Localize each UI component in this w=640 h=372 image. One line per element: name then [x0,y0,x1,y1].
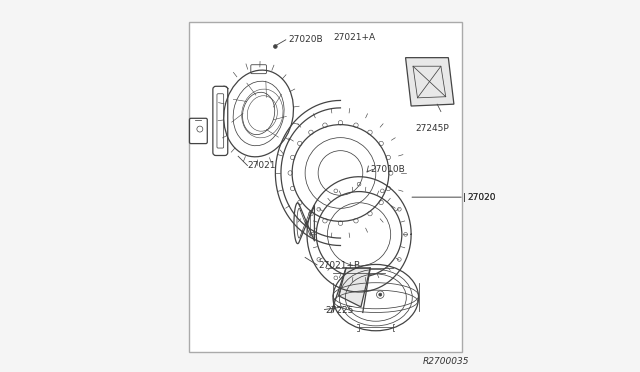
Text: 27245P: 27245P [415,124,449,133]
Text: 27010B: 27010B [370,165,405,174]
Text: 27021: 27021 [248,161,276,170]
Polygon shape [339,268,370,307]
Circle shape [273,45,277,48]
Text: 27020: 27020 [467,193,495,202]
Circle shape [379,293,381,296]
Text: R2700035: R2700035 [422,357,468,366]
Text: 27021+A: 27021+A [333,33,375,42]
Polygon shape [406,58,454,106]
Bar [189,22,463,352]
Text: 27020: 27020 [467,193,495,202]
Text: 27225: 27225 [326,306,354,315]
Text: 27020B: 27020B [289,35,323,44]
Text: 27021+B: 27021+B [318,262,360,270]
